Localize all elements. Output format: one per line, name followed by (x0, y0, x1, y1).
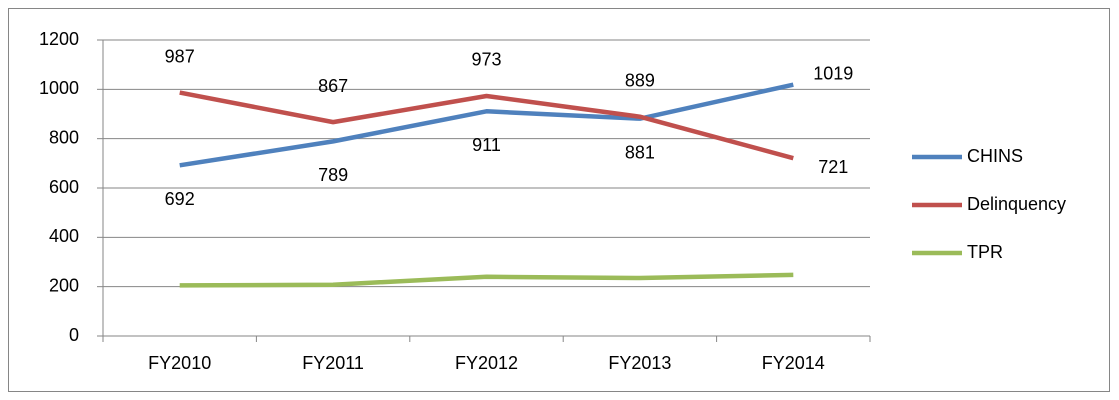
y-tick-label: 800 (49, 127, 79, 147)
y-tick-label: 1000 (39, 78, 79, 98)
data-label: 973 (471, 50, 501, 70)
chart-border (8, 8, 1110, 392)
data-label: 789 (318, 165, 348, 185)
y-tick-label: 1200 (39, 29, 79, 49)
y-tick-label: 0 (69, 325, 79, 345)
series-line (179, 90, 794, 161)
data-label: 721 (818, 157, 848, 177)
data-label: 987 (165, 46, 195, 66)
legend-label: TPR (967, 242, 1003, 262)
x-tick-label: FY2011 (302, 353, 364, 373)
x-tick-label: FY2012 (455, 353, 518, 373)
data-label: 889 (625, 70, 655, 90)
data-label: 867 (318, 76, 348, 96)
y-tick-label: 600 (49, 177, 79, 197)
legend-label: CHINS (967, 146, 1023, 166)
data-label: 911 (472, 135, 501, 155)
x-tick-label: FY2013 (608, 353, 671, 373)
series-line (179, 82, 794, 168)
x-tick-label: FY2010 (148, 353, 211, 373)
data-label: 1019 (813, 63, 853, 83)
data-label: 692 (165, 189, 195, 209)
y-tick-label: 200 (49, 275, 79, 295)
legend-label: Delinquency (967, 194, 1066, 214)
series-line (179, 272, 794, 288)
y-tick-label: 400 (49, 226, 79, 246)
x-tick-label: FY2014 (762, 353, 825, 373)
data-label: 881 (625, 142, 655, 162)
